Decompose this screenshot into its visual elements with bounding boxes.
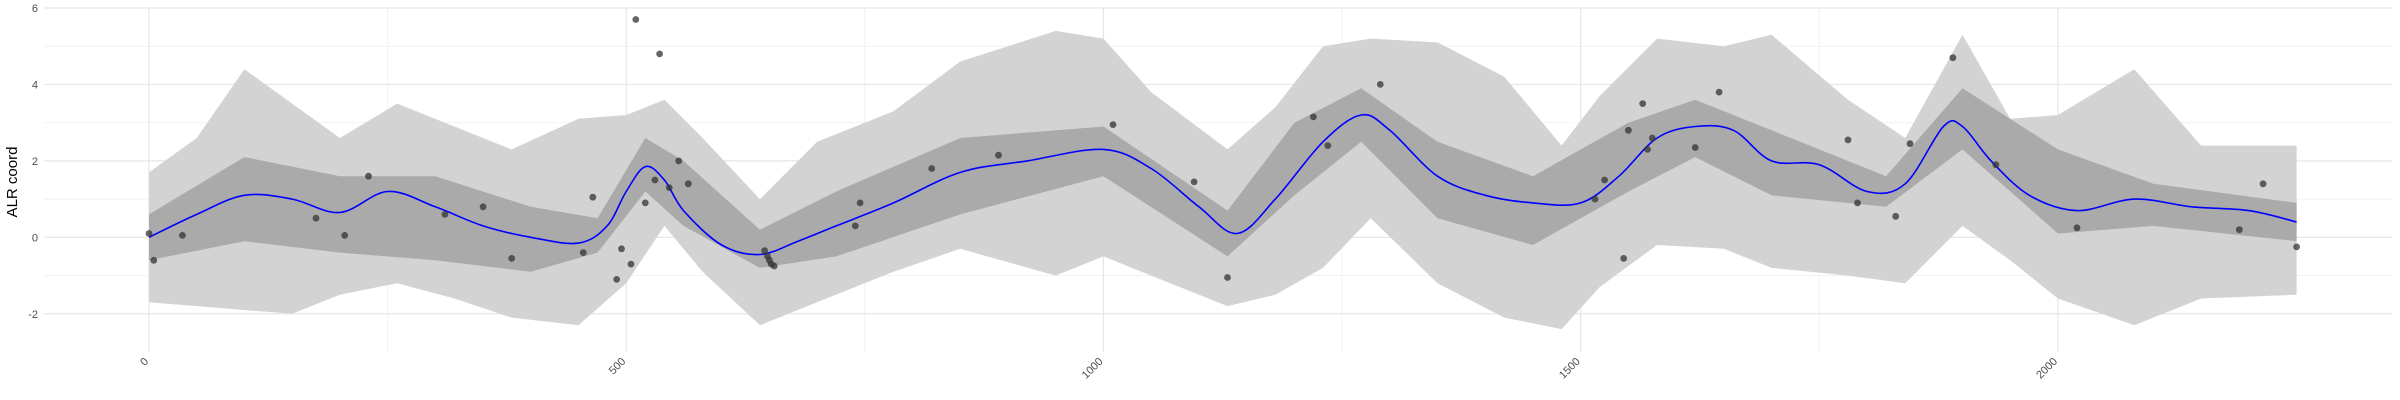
data-point bbox=[1224, 274, 1231, 281]
outer-band bbox=[149, 30, 2297, 330]
y-tick-label: 4 bbox=[32, 79, 38, 91]
data-point bbox=[656, 50, 663, 58]
data-point bbox=[1620, 255, 1628, 262]
data-point bbox=[1715, 88, 1723, 96]
data-point bbox=[1854, 199, 1861, 207]
data-point bbox=[675, 157, 683, 165]
data-point bbox=[2259, 180, 2267, 188]
y-axis-title: ALR coord bbox=[4, 147, 21, 218]
data-point bbox=[851, 222, 859, 230]
data-point bbox=[641, 199, 649, 207]
data-point bbox=[179, 232, 186, 239]
y-tick-label: -2 bbox=[28, 309, 38, 321]
x-tick-label: 500 bbox=[607, 356, 628, 377]
data-point bbox=[632, 16, 640, 23]
data-point bbox=[150, 256, 158, 264]
data-point bbox=[579, 249, 587, 256]
data-point bbox=[589, 193, 597, 201]
data-point bbox=[1844, 136, 1852, 144]
x-tick-label: 1500 bbox=[1557, 356, 1583, 382]
inner-band bbox=[149, 88, 2297, 272]
data-point bbox=[1109, 121, 1117, 128]
data-point bbox=[1601, 176, 1608, 184]
data-point bbox=[665, 184, 673, 192]
data-point bbox=[1324, 142, 1332, 150]
data-point bbox=[2235, 226, 2243, 234]
confidence-bands bbox=[149, 30, 2297, 330]
data-point bbox=[1892, 212, 1900, 220]
data-point bbox=[1190, 178, 1198, 186]
mean-line bbox=[148, 113, 2297, 256]
data-point bbox=[1376, 81, 1384, 88]
y-tick-label: 6 bbox=[32, 3, 38, 15]
data-point bbox=[856, 199, 864, 207]
data-point bbox=[684, 180, 692, 188]
data-point bbox=[1591, 195, 1599, 203]
data-point bbox=[651, 176, 659, 184]
data-point bbox=[618, 245, 625, 253]
data-point bbox=[1625, 126, 1632, 134]
data-point bbox=[1648, 134, 1656, 142]
x-tick-label: 0 bbox=[138, 356, 151, 369]
data-point bbox=[365, 172, 372, 180]
data-point bbox=[1644, 146, 1651, 153]
data-point bbox=[441, 211, 449, 218]
data-point bbox=[341, 232, 349, 239]
data-point bbox=[2293, 243, 2301, 251]
data-point bbox=[1992, 161, 2000, 169]
data-point bbox=[613, 276, 621, 283]
data-point bbox=[1310, 113, 1317, 121]
data-point bbox=[761, 247, 768, 255]
data-point bbox=[312, 214, 320, 222]
data-point bbox=[479, 203, 487, 211]
data-point bbox=[770, 262, 778, 270]
data-point bbox=[1639, 100, 1647, 107]
data-point bbox=[2073, 224, 2081, 232]
x-tick-label: 2000 bbox=[2034, 356, 2060, 382]
data-point bbox=[928, 165, 936, 172]
data-point bbox=[508, 255, 516, 262]
data-point bbox=[1691, 144, 1699, 151]
x-axis-ticks: 0 500 1000 1500 2000 bbox=[138, 356, 2060, 382]
data-point bbox=[1949, 54, 1957, 62]
data-point bbox=[1906, 140, 1914, 148]
data-point bbox=[145, 230, 153, 237]
y-tick-label: 0 bbox=[32, 232, 38, 244]
y-axis-ticks: -2 0 2 4 6 bbox=[28, 3, 38, 321]
y-tick-label: 2 bbox=[32, 156, 38, 168]
mean-line-layer bbox=[148, 113, 2297, 256]
data-point bbox=[627, 260, 635, 268]
observation-points bbox=[145, 16, 2301, 283]
data-point bbox=[995, 151, 1002, 159]
x-tick-label: 1000 bbox=[1080, 356, 1106, 382]
